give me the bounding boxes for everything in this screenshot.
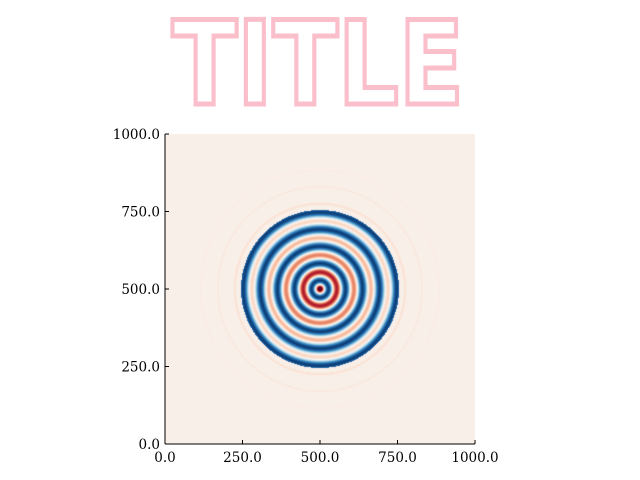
y-axis: 0.0 250.0 500.0 750.0 1000.0: [113, 127, 169, 453]
chart-title-text: TITLE: [172, 0, 464, 120]
heatmap-image: [165, 134, 475, 444]
y-tick-label: 750.0: [121, 205, 160, 221]
y-tick-label: 1000.0: [113, 127, 160, 143]
chart-title: TITLE: [170, 0, 467, 120]
x-tick-label: 0.0: [154, 450, 175, 466]
x-tick-label: 250.0: [223, 450, 262, 466]
x-axis: 0.0 250.0 500.0 750.0 1000.0: [154, 440, 499, 466]
x-tick-label: 500.0: [301, 450, 340, 466]
y-tick-label: 0.0: [139, 437, 160, 453]
y-tick-label: 500.0: [121, 282, 160, 298]
x-tick-label: 750.0: [378, 450, 417, 466]
axes-frame: [164, 134, 475, 445]
x-tick-label: 1000.0: [451, 450, 498, 466]
y-tick-label: 250.0: [121, 360, 160, 376]
